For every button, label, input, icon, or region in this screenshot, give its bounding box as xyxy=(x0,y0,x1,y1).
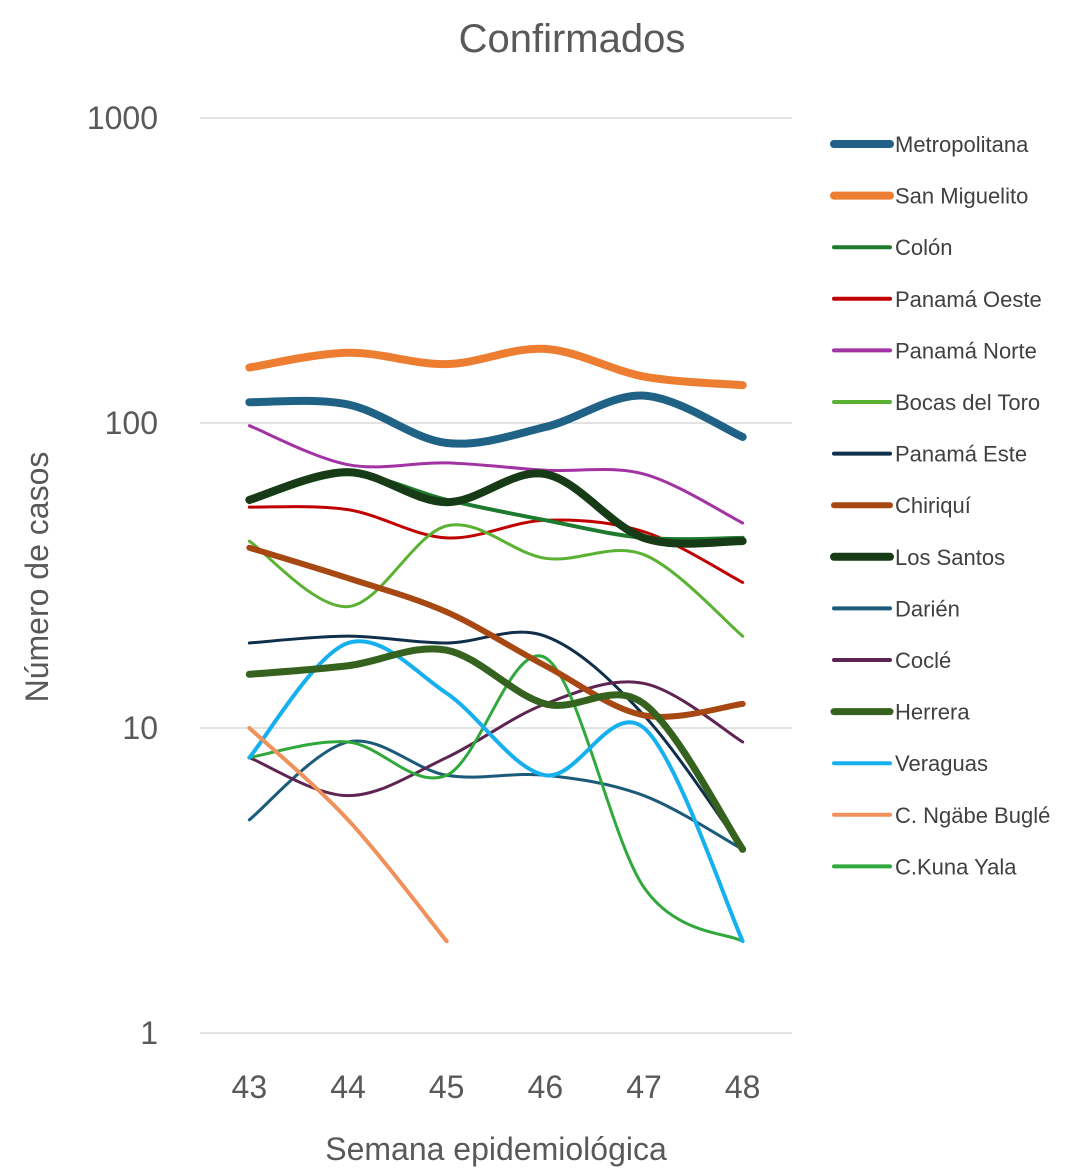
series-line-herrera xyxy=(245,645,747,853)
series-line-panama-norte xyxy=(247,424,745,525)
x-tick-label: 45 xyxy=(429,1069,465,1105)
legend-entry: San Miguelito xyxy=(895,184,1028,209)
legend-entry: Coclé xyxy=(895,648,951,673)
legend-entry: Panamá Norte xyxy=(895,338,1037,363)
y-tick-label: 1 xyxy=(140,1015,158,1051)
legend-entry: Veraguas xyxy=(895,751,988,776)
legend-entry: Los Santos xyxy=(895,545,1005,570)
series-line-darien xyxy=(247,739,745,851)
series-line-los-santos xyxy=(245,468,747,548)
series-line-c-ngabe-bugle xyxy=(247,726,449,944)
series-line-metropolitana xyxy=(245,391,747,448)
y-tick-label: 100 xyxy=(105,405,158,441)
legend-entry: Bocas del Toro xyxy=(895,390,1040,415)
legend-entry: Darién xyxy=(895,596,960,621)
y-axis-label: Número de casos xyxy=(19,452,55,703)
legend-entry: Panamá Este xyxy=(895,442,1027,467)
series-line-panama-este xyxy=(247,630,745,851)
y-tick-label: 1000 xyxy=(87,100,158,136)
series-line-panama-oeste xyxy=(247,505,745,584)
series-line-bocas-del-toro xyxy=(247,523,745,638)
x-axis-ticks: 43 44 45 46 47 48 xyxy=(232,1069,761,1105)
legend-entry: C. Ngäbe Buglé xyxy=(895,803,1050,828)
x-axis-label: Semana epidemiológica xyxy=(325,1131,667,1167)
legend-entry: Chiriquí xyxy=(895,493,971,518)
y-tick-label: 10 xyxy=(122,710,158,746)
legend-entry: Herrera xyxy=(895,700,970,725)
legend-entry: Colón xyxy=(895,235,952,260)
legend-entry: Metropolitana xyxy=(895,132,1029,157)
series-lines xyxy=(245,344,747,944)
y-axis-ticks: 1 10 100 1000 xyxy=(87,100,158,1051)
x-tick-label: 43 xyxy=(232,1069,268,1105)
chart-title: Confirmados xyxy=(459,17,686,61)
x-tick-label: 47 xyxy=(626,1069,662,1105)
legend-entry: C.Kuna Yala xyxy=(895,854,1017,879)
legend: Metropolitana San Miguelito Colón Panamá Oe… xyxy=(830,132,1050,879)
series-line-san-miguelito xyxy=(245,344,747,390)
series-line-cocle xyxy=(247,680,745,798)
series-line-veraguas xyxy=(247,639,745,944)
legend-entry: Panamá Oeste xyxy=(895,287,1042,312)
x-tick-label: 46 xyxy=(528,1069,564,1105)
x-tick-label: 44 xyxy=(330,1069,366,1105)
x-tick-label: 48 xyxy=(725,1069,761,1105)
series-line-c-kuna-yala xyxy=(247,654,745,943)
gridlines xyxy=(200,117,792,1034)
